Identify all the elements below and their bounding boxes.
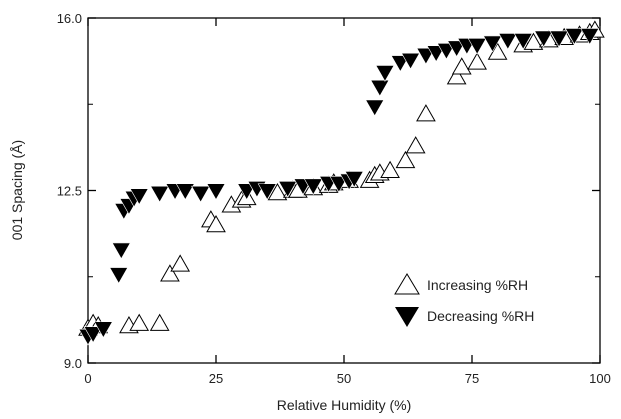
point-increasing xyxy=(451,57,472,75)
point-increasing xyxy=(446,67,467,85)
point-decreasing xyxy=(111,242,131,260)
point-decreasing xyxy=(498,33,518,50)
legend-label: Decreasing %RH xyxy=(427,308,534,324)
point-decreasing xyxy=(93,321,113,339)
point-decreasing xyxy=(390,55,410,72)
point-increasing xyxy=(395,150,416,169)
point-decreasing xyxy=(401,52,421,70)
point-decreasing xyxy=(580,28,600,45)
y-tick-label: 16.0 xyxy=(57,11,82,26)
point-decreasing xyxy=(191,185,211,203)
x-tick-label: 50 xyxy=(337,371,351,386)
x-tick-label: 25 xyxy=(209,371,223,386)
point-decreasing xyxy=(416,47,436,65)
x-axis-label: Relative Humidity (%) xyxy=(277,397,412,413)
point-increasing xyxy=(523,32,544,50)
y-tick-label: 9.0 xyxy=(64,356,82,371)
point-increasing xyxy=(405,136,426,154)
point-increasing xyxy=(487,42,508,60)
x-tick-label: 75 xyxy=(465,371,479,386)
point-increasing xyxy=(129,313,150,331)
x-tick-label: 0 xyxy=(84,371,91,386)
point-increasing xyxy=(206,214,226,233)
y-axis-label: 001 Spacing (Å) xyxy=(9,140,25,240)
point-decreasing xyxy=(549,30,569,48)
point-decreasing xyxy=(237,183,257,201)
point-decreasing xyxy=(534,30,554,48)
point-decreasing xyxy=(564,28,584,45)
point-increasing xyxy=(149,313,170,331)
x-axis-ticks: 0 25 50 75 100 xyxy=(84,18,611,386)
point-decreasing xyxy=(109,267,129,284)
point-decreasing xyxy=(426,45,446,63)
point-decreasing xyxy=(344,171,364,188)
point-decreasing xyxy=(467,38,487,55)
point-decreasing xyxy=(513,33,533,50)
point-decreasing xyxy=(278,180,298,198)
x-tick-label: 100 xyxy=(589,371,611,386)
legend-marker-decreasing xyxy=(395,307,419,327)
legend-marker-increasing xyxy=(394,273,420,295)
y-axis-ticks: 9.0 12.5 16.0 xyxy=(57,11,600,371)
legend: Increasing %RH Decreasing %RH xyxy=(394,273,534,327)
point-decreasing xyxy=(129,188,149,206)
point-decreasing xyxy=(175,183,195,201)
data-points xyxy=(78,20,605,346)
point-decreasing xyxy=(329,176,349,193)
point-decreasing xyxy=(447,40,467,58)
point-increasing xyxy=(170,254,191,272)
point-decreasing xyxy=(303,178,323,196)
point-decreasing xyxy=(482,35,502,53)
point-decreasing xyxy=(83,326,103,344)
point-decreasing xyxy=(206,183,226,201)
point-decreasing xyxy=(257,183,277,201)
y-tick-label: 12.5 xyxy=(57,184,82,199)
point-decreasing xyxy=(436,42,456,60)
point-decreasing xyxy=(370,79,390,97)
point-increasing xyxy=(160,264,180,282)
series-decreasing xyxy=(78,28,600,346)
legend-label: Increasing %RH xyxy=(427,277,528,293)
point-increasing xyxy=(267,182,288,201)
point-decreasing xyxy=(150,185,170,203)
point-decreasing xyxy=(375,65,395,82)
point-increasing xyxy=(467,52,487,70)
point-increasing xyxy=(380,160,400,179)
point-increasing xyxy=(416,104,436,122)
point-decreasing xyxy=(365,99,385,117)
